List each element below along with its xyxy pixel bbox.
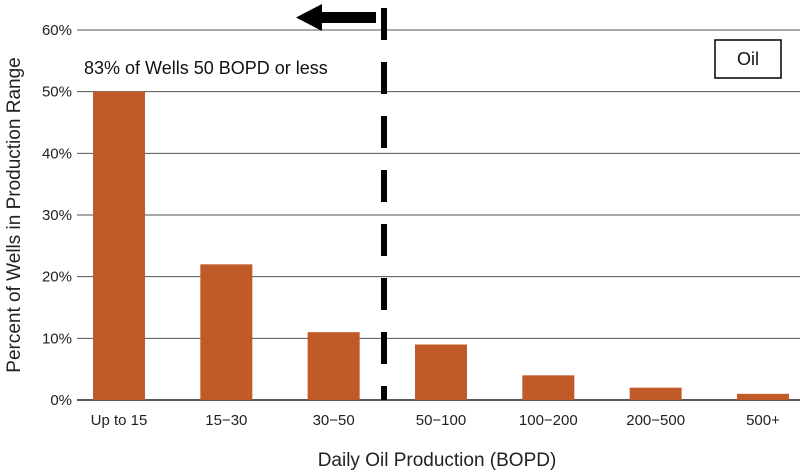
y-tick-label: 10% [42, 330, 72, 347]
y-tick-label: 0% [50, 392, 72, 409]
left-arrow-icon [296, 4, 376, 31]
x-tick-label: 200−500 [626, 412, 685, 429]
x-tick-label: 15−30 [205, 412, 247, 429]
x-axis-ticks: Up to 15 15−30 30−50 50−100 100−200 200−500 50… [91, 412, 780, 429]
y-axis-ticks: 0% 10% 20% 30% 40% 50% 60% [42, 22, 72, 409]
x-tick-label: 500+ [746, 412, 780, 429]
bar [522, 375, 575, 400]
y-tick-label: 60% [42, 22, 72, 39]
bar [93, 91, 145, 401]
y-axis-title: Percent of Wells in Production Range [4, 57, 25, 372]
y-tick-label: 20% [42, 269, 72, 286]
legend-box [714, 39, 782, 79]
bar [307, 332, 360, 400]
y-tick-label: 50% [42, 84, 72, 101]
bars [93, 91, 789, 401]
bar [629, 387, 682, 400]
x-axis-title: Daily Oil Production (BOPD) [318, 450, 557, 471]
x-tick-label: 100−200 [519, 412, 578, 429]
y-tick-label: 30% [42, 207, 72, 224]
annotation-text: 83% of Wells 50 BOPD or less [84, 58, 328, 78]
bar [736, 393, 789, 400]
x-tick-label: Up to 15 [91, 412, 148, 429]
legend: Oil [714, 39, 782, 79]
y-tick-label: 40% [42, 145, 72, 162]
bar [414, 344, 467, 400]
x-tick-label: 30−50 [313, 412, 355, 429]
legend-label: Oil [737, 49, 759, 69]
x-tick-label: 50−100 [416, 412, 466, 429]
bar [200, 264, 253, 400]
